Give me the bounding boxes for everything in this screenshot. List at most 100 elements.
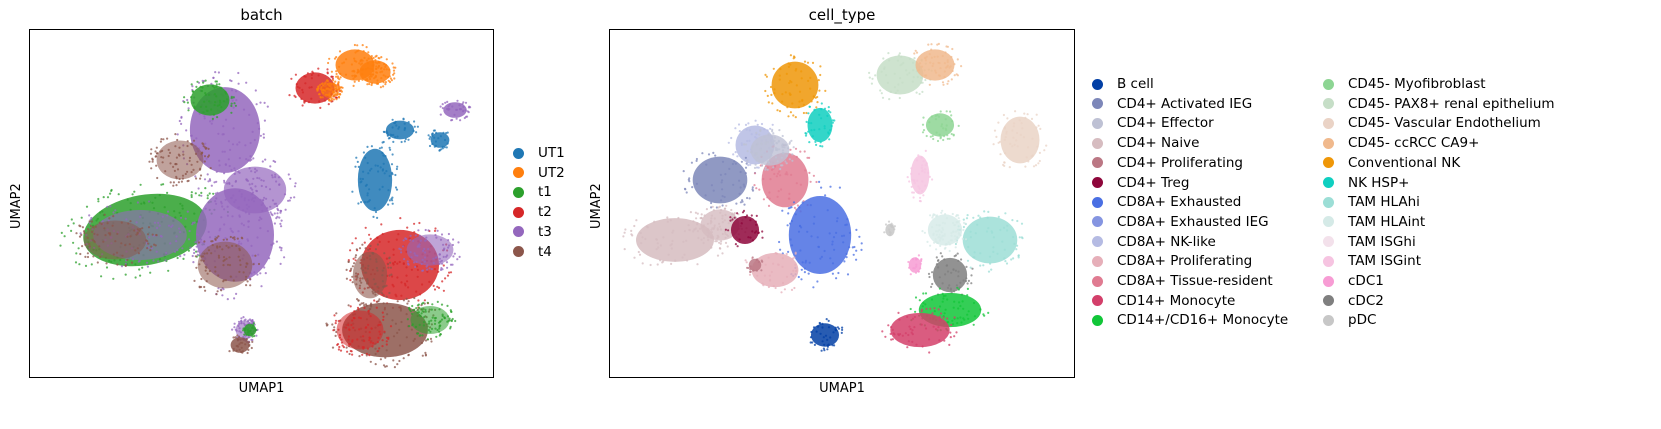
batch-data-point <box>103 227 106 230</box>
batch-data-point <box>221 205 224 208</box>
batch-data-point <box>203 252 206 255</box>
batch-data-point <box>340 341 344 344</box>
batch-data-point <box>204 79 207 82</box>
batch-data-point <box>395 188 399 191</box>
batch-data-point <box>436 300 439 303</box>
cell-type-data-point <box>784 91 787 94</box>
batch-data-point <box>422 249 425 252</box>
batch-data-point <box>92 226 95 229</box>
cell-type-point-cloud-core <box>807 107 833 143</box>
batch-data-point <box>456 108 459 111</box>
cell-type-data-point <box>913 179 916 182</box>
batch-data-point <box>251 335 254 338</box>
batch-data-point <box>412 129 415 133</box>
cell-type-data-point <box>789 238 792 241</box>
cell-type-point-cloud <box>921 110 960 143</box>
batch-data-point <box>205 105 208 108</box>
cell-type-point-cloud-core <box>876 55 924 95</box>
cell-type-data-point <box>749 236 752 239</box>
cell-type-data-point <box>899 333 902 336</box>
batch-data-point <box>355 60 358 63</box>
batch-data-point <box>416 268 419 271</box>
cell-type-data-point <box>706 230 709 233</box>
cell-type-data-point <box>798 100 801 103</box>
batch-data-point <box>339 76 342 79</box>
cell-type-data-point <box>738 130 741 133</box>
batch-data-point <box>348 343 351 346</box>
cell-type-data-point <box>935 131 938 134</box>
cell-type-data-point <box>804 134 808 137</box>
batch-data-point <box>213 86 216 89</box>
cell-type-data-point <box>724 241 728 244</box>
batch-data-point <box>109 232 112 235</box>
batch-data-point <box>202 111 205 114</box>
batch-data-point <box>190 195 193 199</box>
cell-type-data-point <box>734 127 737 130</box>
batch-data-point <box>369 75 372 78</box>
batch-data-point <box>96 261 99 264</box>
batch-data-point <box>370 302 373 305</box>
cell-type-data-point <box>781 257 784 260</box>
batch-data-point <box>224 118 228 121</box>
batch-data-point <box>186 98 189 102</box>
batch-data-point <box>258 127 261 130</box>
batch-data-point <box>359 177 362 180</box>
batch-data-point <box>383 68 386 71</box>
cell-type-data-point <box>789 111 792 114</box>
batch-data-point <box>133 229 136 232</box>
batch-legend-item: t4 <box>513 242 552 262</box>
cell-type-data-point <box>922 116 925 119</box>
cell-type-data-point <box>855 228 858 231</box>
batch-data-point <box>129 208 132 211</box>
batch-data-point <box>330 83 333 86</box>
batch-data-point <box>187 107 190 110</box>
cell-type-data-point <box>734 151 737 154</box>
cell-type-data-point <box>957 307 960 310</box>
batch-data-point <box>427 248 430 251</box>
cell-type-data-point <box>885 74 888 77</box>
batch-data-point <box>424 308 427 311</box>
batch-data-point <box>392 140 395 143</box>
cell-type-data-point <box>1011 129 1014 132</box>
batch-point-cloud-core <box>385 120 415 140</box>
batch-data-point <box>240 193 243 196</box>
batch-data-point <box>138 259 141 262</box>
cell-type-data-point <box>826 338 829 341</box>
cell-type-data-point <box>807 272 810 275</box>
cell-type-data-point <box>943 75 946 78</box>
batch-data-point <box>180 122 183 125</box>
cell-type-data-point <box>749 270 752 273</box>
batch-data-point <box>368 339 371 342</box>
cell-type-data-point <box>961 300 964 303</box>
batch-data-point <box>424 339 428 342</box>
batch-data-point <box>88 220 91 223</box>
batch-data-point <box>367 323 370 326</box>
batch-data-point <box>218 159 221 162</box>
batch-data-point <box>422 324 425 327</box>
batch-data-point <box>369 360 372 363</box>
cell-type-data-point <box>888 228 891 231</box>
cell-type-data-point <box>775 175 778 178</box>
batch-data-point <box>251 338 254 342</box>
cell-type-point-cloud <box>906 149 934 203</box>
cell-type-data-point <box>931 282 934 286</box>
batch-data-point <box>418 306 421 309</box>
batch-data-point <box>384 75 387 78</box>
batch-data-point <box>194 175 197 178</box>
cell-type-data-point <box>702 241 705 245</box>
batch-data-point <box>362 50 365 53</box>
cell-type-data-point <box>999 153 1002 156</box>
cell-type-data-point <box>733 212 736 215</box>
batch-data-point <box>333 314 336 317</box>
batch-data-point <box>382 318 385 321</box>
batch-data-point <box>335 72 338 76</box>
batch-data-point <box>162 138 165 141</box>
batch-data-point <box>233 172 236 175</box>
batch-data-point <box>84 264 88 267</box>
batch-data-point <box>373 207 376 210</box>
batch-data-point <box>366 161 369 165</box>
cell-type-data-point <box>937 42 940 45</box>
cell-type-legend-label: Conventional NK <box>1348 154 1461 171</box>
cell-type-data-point <box>803 267 806 270</box>
cell-type-data-point <box>928 351 931 354</box>
